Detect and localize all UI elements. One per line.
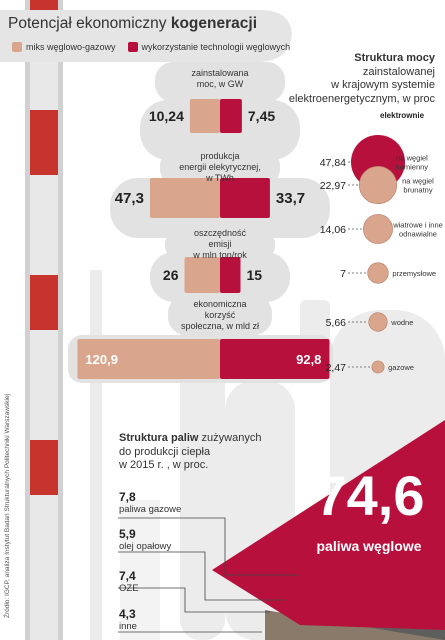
mix-label-2-0: wiatrowe i inne <box>392 221 443 230</box>
mix-bubble-4 <box>368 312 388 332</box>
mix-bubble-2 <box>363 214 393 244</box>
mix-label-0-1: kamienny <box>396 163 428 172</box>
legend-swatch-coal <box>127 42 138 52</box>
fuel-mountain <box>212 420 445 640</box>
fuel-item-other: 4,3 inne <box>119 607 137 632</box>
bar-coal-1 <box>220 178 270 218</box>
mix-value-0: 47,84 <box>320 157 346 169</box>
mix-title: Struktura mocy zainstalowanej w krajowym… <box>288 52 435 105</box>
mix-label-0-0: na węgiel <box>396 154 428 163</box>
legend-swatch-mix <box>12 42 22 52</box>
value-coal-1: 33,7 <box>276 190 305 207</box>
mix-label-4-0: wodne <box>390 318 413 327</box>
value-mix-3: 120,9 <box>85 352 118 367</box>
mix-bubble-5 <box>371 360 385 374</box>
fuel-title: Struktura paliw zużywanych do produkcji … <box>119 432 262 471</box>
coal-fuel-value: 74,6 <box>315 464 425 527</box>
mix-value-3: 7 <box>340 268 346 280</box>
metric-label-production: produkcja energii elekyrycznej, w TWh <box>179 151 261 183</box>
value-mix-0: 10,24 <box>149 108 184 124</box>
value-mix-1: 47,3 <box>115 190 144 207</box>
value-mix-2: 26 <box>163 267 179 283</box>
mix-label-3-0: przemysłowe <box>392 269 436 278</box>
mix-label-1-1: brunatny <box>403 186 432 195</box>
mix-value-4: 5,66 <box>326 317 347 329</box>
bar-mix-0 <box>189 99 220 133</box>
value-coal-2: 15 <box>246 267 262 283</box>
source-note: Źródło: IGCP, analiza Instytut Badań Str… <box>4 394 11 618</box>
bar-mix-1 <box>149 178 220 218</box>
mix-value-5: 2,47 <box>326 362 347 374</box>
legend-label-mix: miks węglowo-gazowy <box>26 42 116 52</box>
mix-label-5-0: gazowe <box>388 363 414 372</box>
chimney <box>25 0 63 640</box>
bar-mix-3 <box>77 339 220 379</box>
mix-bubble-1 <box>358 165 398 205</box>
fuel-leader-lines <box>118 517 300 633</box>
value-coal-3: 92,8 <box>296 352 321 367</box>
fuel-item-gas: 7,8 paliwa gazowe <box>119 490 182 515</box>
bar-coal-3 <box>220 339 330 379</box>
bar-mix-2 <box>184 257 220 293</box>
page-title: Potencjał ekonomiczny kogeneracji <box>8 15 257 32</box>
coal-fuel-label: paliwa węglowe <box>316 538 422 554</box>
mix-group-label: elektrownie <box>380 111 425 120</box>
mix-label-1-0: na węgiel <box>402 177 434 186</box>
legend-label-coal: wykorzystanie technologii węglowych <box>141 42 291 52</box>
fuel-item-oze: 7,4 OZE <box>119 569 139 594</box>
metric-label-capacity: zainstalowana moc, w GW <box>191 68 249 89</box>
header-panel <box>0 10 292 62</box>
mix-value-2: 14,06 <box>320 224 346 236</box>
bar-coal-2 <box>220 257 241 293</box>
legend: miks węglowo-gazowy wykorzystanie techno… <box>12 42 290 52</box>
metric-label-emissions: oszczędność emisji w mln ton/rok <box>193 228 247 260</box>
value-coal-0: 7,45 <box>248 108 275 124</box>
mix-value-1: 22,97 <box>320 180 346 192</box>
mix-bubble-3 <box>367 262 389 284</box>
mix-label-2-1: odnawialne <box>399 230 437 239</box>
metric-label-benefit: ekonomiczna korzyść społeczna, w mld zł <box>180 299 260 331</box>
fuel-item-oil: 5,9 olej opałowy <box>119 527 172 552</box>
bar-coal-0 <box>220 99 242 133</box>
